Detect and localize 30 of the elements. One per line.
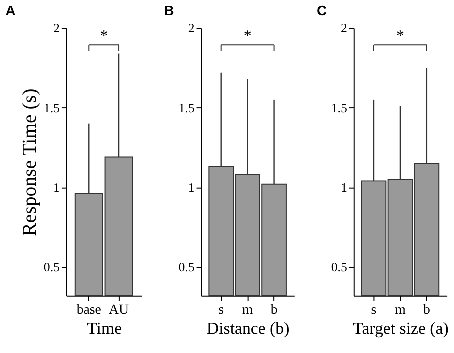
x-tick-label: b [270, 303, 278, 318]
x-tick-label: m [242, 303, 254, 318]
y-tick-label: 1 [188, 181, 195, 196]
x-tick-label: m [395, 303, 406, 318]
y-axis-title: Response Time (s) [18, 88, 41, 236]
x-tick-label: s [218, 303, 224, 318]
annotation: * [244, 28, 252, 46]
x-tick-label: base [76, 303, 102, 318]
y-tick-label: 0.5 [178, 260, 195, 275]
y-tick-label: 0.5 [331, 260, 348, 275]
chart-title: C [316, 2, 327, 18]
x-axis-title: Distance (b) [206, 319, 290, 338]
y-tick-label: 2 [54, 22, 60, 36]
y-tick-label: 2 [188, 22, 195, 36]
x-axis-title: Target size (a) [353, 319, 449, 338]
x-axis-title: Time [87, 319, 122, 338]
y-tick-label: 1.5 [331, 101, 348, 116]
y-tick-label: 2 [341, 22, 348, 36]
y-tick-label: 1 [54, 181, 60, 196]
y-tick-label: 1.5 [44, 101, 60, 116]
y-tick-label: 0.5 [44, 260, 60, 275]
x-tick-label: AU [109, 303, 130, 318]
annotation: * [100, 28, 108, 46]
x-tick-label: s [371, 303, 377, 318]
annotation: * [396, 28, 405, 46]
y-tick-label: 1.5 [178, 101, 195, 116]
chart-title: A [6, 2, 16, 18]
chart-title: B [164, 2, 174, 18]
y-tick-label: 1 [341, 181, 348, 196]
x-tick-label: b [423, 303, 430, 318]
